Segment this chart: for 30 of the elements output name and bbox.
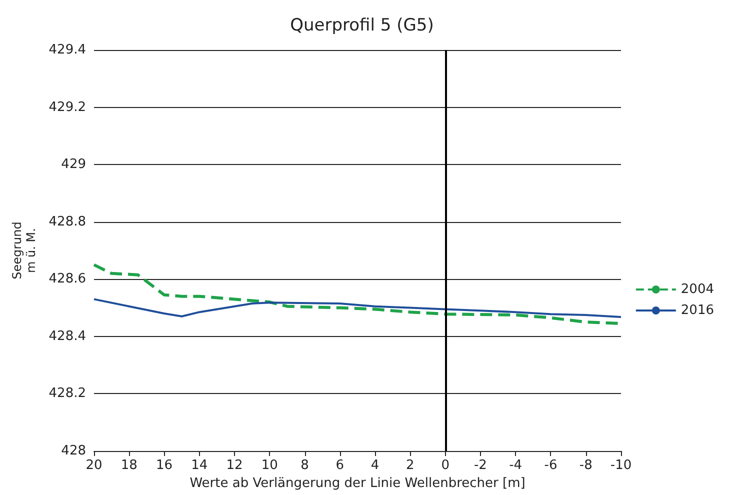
y-tick-label: 429.4: [48, 42, 86, 58]
x-tick-label: 2: [406, 458, 414, 473]
y-tick-label: 428.6: [48, 272, 86, 287]
x-tick-label: 12: [226, 458, 243, 473]
y-tick-label: 429.2: [48, 100, 86, 115]
x-tick-label: 18: [120, 458, 138, 473]
x-tick-label: -2: [474, 458, 487, 473]
x-tick-label: -10: [610, 458, 632, 473]
x-tick-label: 4: [370, 458, 380, 473]
x-tick-label: -8: [579, 458, 592, 473]
y-tick-label: 428: [61, 444, 86, 458]
y-tick-label: 429: [61, 157, 86, 172]
x-tick-label: -6: [544, 458, 558, 473]
x-tick-label: 6: [336, 458, 344, 473]
legend-label: 2004: [680, 282, 714, 297]
y-tick-label: 428.2: [48, 386, 86, 402]
x-tick-label: 20: [86, 458, 102, 473]
x-tick-label: 16: [156, 458, 173, 473]
y-tick-label: 428.8: [48, 214, 86, 230]
y-axis-title: Seegrund m ü. M.: [10, 222, 38, 280]
legend-label: 2016: [680, 303, 714, 318]
x-tick-label: 8: [300, 458, 309, 473]
x-axis-title: Werte ab Verlängerung der Linie Wellenbrecher [m]: [190, 476, 526, 491]
x-tick-label: 0: [441, 458, 450, 473]
x-tick-label: -4: [509, 458, 522, 473]
x-tick-label: 10: [261, 458, 278, 473]
chart-title: Querprofil 5 (G5): [290, 16, 434, 36]
line-series: [93, 298, 622, 318]
x-tick-label: 14: [191, 458, 208, 473]
y-tick-label: 428.4: [48, 328, 86, 344]
